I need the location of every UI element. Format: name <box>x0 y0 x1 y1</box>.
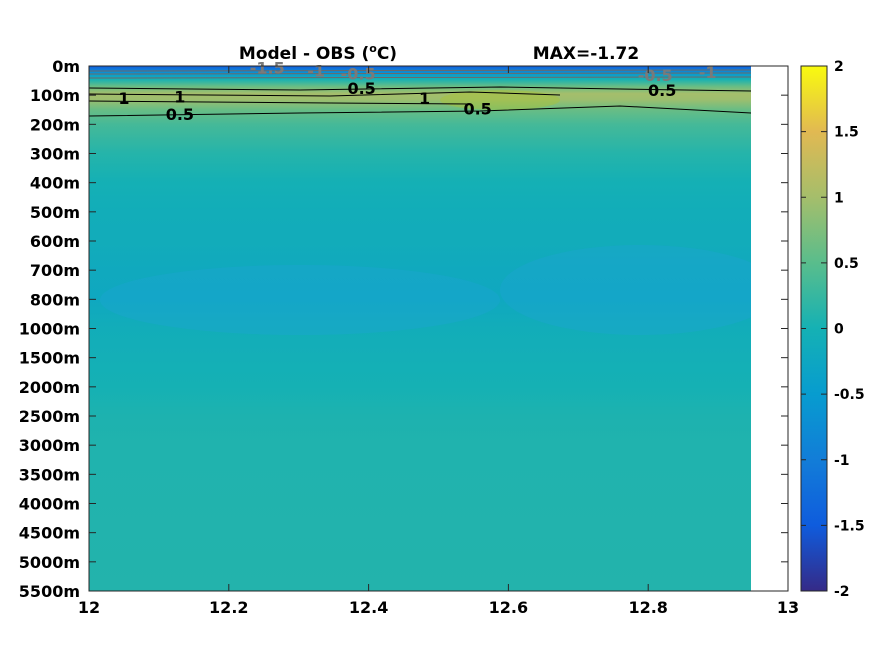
contour-label: 1 <box>118 89 129 108</box>
contour-label: -1 <box>307 61 325 80</box>
y-tick-label: 100m <box>30 86 80 105</box>
y-tick-label: 1000m <box>19 320 80 339</box>
colorbar-tick-label: 1.5 <box>834 125 859 141</box>
title-superscript: o <box>369 42 377 55</box>
y-tick-label: 3000m <box>19 436 80 455</box>
contour-label: 0.5 <box>648 81 676 100</box>
contour-label: -1 <box>699 63 717 82</box>
y-axis: 0m 100m 200m 300m 400m 500m 600m 700m 800m 1000m 1… <box>19 57 788 601</box>
field-shade-warm <box>440 90 560 110</box>
contour-label: 0.5 <box>347 79 375 98</box>
contour-label: 1 <box>174 88 185 107</box>
colorbar-tick-label: 2 <box>834 59 844 75</box>
y-tick-label: 4500m <box>19 524 80 543</box>
contour-line-neg1p5 <box>89 69 751 72</box>
y-tick-label: 500m <box>30 203 80 222</box>
field-shade-cool <box>100 265 500 335</box>
colorbar-tick-label: -0.5 <box>834 387 865 403</box>
contour-line-neg1 <box>89 72 751 75</box>
x-tick-label: 12.8 <box>628 598 667 617</box>
contour-label: 0.5 <box>463 99 491 118</box>
contour-label: 0.5 <box>166 105 194 124</box>
colorbar-tick-label: -1 <box>834 453 850 469</box>
contour-label: 1 <box>419 89 430 108</box>
y-tick-label: 300m <box>30 145 80 164</box>
contour-line-1-upper <box>89 91 561 97</box>
y-tick-label: 3500m <box>19 465 80 484</box>
y-tick-label: 4000m <box>19 495 80 514</box>
title-tail: C) <box>377 44 397 64</box>
contour-label: -1.5 <box>250 58 285 77</box>
x-tick-label: 12.6 <box>489 598 528 617</box>
colorbar-tick-label: -1.5 <box>834 518 865 534</box>
y-tick-label: 0m <box>52 57 80 76</box>
contour-line-0p5-lower <box>89 105 751 117</box>
colorbar-tick-label: 0 <box>834 322 844 338</box>
x-tick-label: 12.2 <box>209 598 248 617</box>
y-tick-label: 600m <box>30 232 80 251</box>
chart-title: Model - OBS (oC) <box>239 42 397 64</box>
x-axis: 12 12.2 12.4 12.6 12.8 13 <box>78 66 799 617</box>
y-tick-label: 5000m <box>19 553 80 572</box>
colorbar-ticks: 2 1.5 1 0.5 0 -0.5 -1 -1.5 -2 <box>801 59 865 600</box>
title-main: Model - OBS ( <box>239 44 369 64</box>
contour-label: -0.5 <box>638 66 673 85</box>
y-tick-label: 400m <box>30 174 80 193</box>
max-annotation: MAX=-1.72 <box>533 44 639 64</box>
y-tick-label: 5500m <box>19 582 80 601</box>
y-tick-label: 2000m <box>19 378 80 397</box>
x-tick-label: 12 <box>78 598 100 617</box>
y-tick-label: 700m <box>30 261 80 280</box>
colorbar-tick-label: -2 <box>834 584 850 600</box>
colorbar-tick-label: 0.5 <box>834 256 859 272</box>
heatmap-field <box>89 66 753 591</box>
contour-line-0p5-upper <box>89 86 751 92</box>
y-tick-label: 800m <box>30 290 80 309</box>
contour-line-1-lower <box>89 100 471 105</box>
contour-label: -0.5 <box>341 64 376 83</box>
x-tick-label: 13 <box>777 598 799 617</box>
y-tick-label: 200m <box>30 115 80 134</box>
x-tick-label: 12.4 <box>349 598 388 617</box>
y-tick-label: 1500m <box>19 349 80 368</box>
contour-line-neg0p5 <box>89 76 751 79</box>
colorbar-tick-label: 1 <box>834 190 844 206</box>
y-tick-label: 2500m <box>19 407 80 426</box>
field-shade-cool <box>500 245 751 335</box>
